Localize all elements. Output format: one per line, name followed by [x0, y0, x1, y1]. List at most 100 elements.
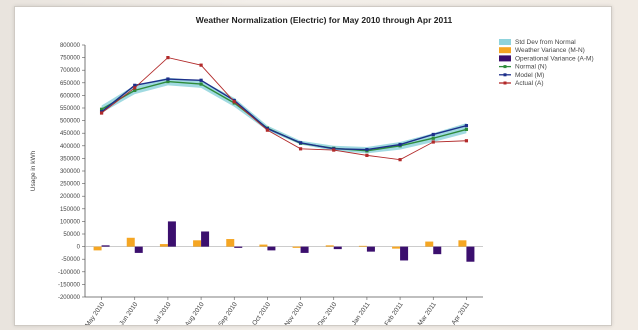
y-tick-label: 400000 — [60, 144, 81, 150]
actual-a-point — [464, 139, 469, 143]
legend-label: Normal (N) — [515, 64, 547, 71]
y-tick-label: 650000 — [60, 81, 81, 87]
y-tick-label: -100000 — [58, 270, 81, 276]
operational-variance-bar — [366, 246, 375, 252]
x-tick-label: May 2010 — [84, 301, 106, 325]
operational-variance-bar — [466, 246, 475, 262]
weather-variance-bar — [292, 246, 301, 248]
actual-a-point — [365, 153, 369, 157]
operational-variance-bar — [134, 246, 143, 253]
y-tick-label: 350000 — [60, 156, 81, 162]
y-tick-label: 800000 — [60, 43, 81, 49]
y-tick-label: 750000 — [60, 56, 81, 62]
actual-a-point — [332, 148, 336, 152]
normal-n-point — [431, 136, 435, 140]
operational-variance-bar — [300, 246, 309, 253]
std-dev-band — [101, 77, 467, 154]
weather-variance-bar — [226, 239, 235, 247]
weather-normalization-chart: Weather Normalization (Electric) for May… — [30, 15, 594, 325]
actual-a-point — [298, 147, 303, 151]
x-tick-label: Jan 2011 — [351, 301, 372, 325]
operational-variance-bar — [201, 231, 210, 247]
x-tick-label: Oct 2010 — [251, 301, 272, 325]
y-tick-label: 250000 — [60, 182, 81, 188]
y-tick-label: 100000 — [60, 219, 81, 225]
y-axis-label: Usage in kWh — [30, 150, 37, 191]
weather-variance-bar — [458, 240, 467, 247]
legend-label: Model (M) — [515, 72, 544, 79]
chart-title: Weather Normalization (Electric) for May… — [196, 15, 453, 25]
model-m-point — [199, 78, 203, 82]
x-tick-label: Feb 2011 — [384, 301, 405, 325]
actual-a-point — [265, 128, 270, 132]
actual-a-point — [99, 111, 104, 115]
normal-n-point — [464, 127, 469, 132]
x-tick-label: Apr 2011 — [450, 301, 471, 325]
actual-a-point — [133, 86, 137, 90]
legend-swatch — [499, 39, 511, 45]
y-tick-label: 0 — [77, 245, 81, 251]
x-tick-label: Dec 2010 — [317, 301, 339, 325]
x-tick-label: Jul 2010 — [153, 301, 173, 325]
operational-variance-bar — [400, 246, 409, 261]
y-tick-label: 700000 — [60, 68, 81, 74]
weather-variance-bar — [159, 244, 168, 247]
weather-variance-bar — [93, 246, 102, 251]
y-tick-label: 450000 — [60, 131, 81, 137]
legend-swatch — [499, 47, 511, 54]
y-tick-label: 500000 — [60, 119, 81, 125]
x-tick-label: Mar 2011 — [417, 301, 438, 325]
x-tick-label: Sep 2010 — [217, 301, 239, 325]
actual-a-line — [101, 57, 467, 161]
actual-a-point — [166, 56, 170, 60]
legend-label: Std Dev from Normal — [515, 39, 576, 46]
y-tick-label: 550000 — [60, 106, 81, 112]
y-tick-label: 600000 — [60, 93, 81, 99]
model-m-point — [166, 77, 170, 81]
model-m-point — [464, 124, 469, 128]
operational-variance-bar — [267, 246, 276, 251]
legend-marker — [503, 73, 507, 77]
chart-panel: Weather Normalization (Electric) for May… — [14, 6, 612, 326]
actual-a-point — [199, 63, 203, 67]
x-tick-label: Nov 2010 — [284, 301, 306, 325]
actual-a-point — [431, 140, 435, 144]
y-tick-label: 50000 — [63, 232, 80, 238]
y-tick-label: -50000 — [61, 257, 80, 263]
legend-label: Weather Variance (M-N) — [515, 47, 585, 54]
operational-variance-bar — [234, 246, 243, 248]
normal-n-point — [133, 88, 137, 92]
model-m-point — [398, 142, 402, 147]
y-tick-label: 150000 — [60, 207, 81, 213]
actual-a-point — [232, 100, 236, 104]
weather-variance-bar — [392, 246, 401, 249]
legend-marker — [503, 81, 507, 85]
normal-n-point — [199, 82, 203, 86]
actual-a-point — [398, 158, 402, 162]
y-tick-label: 200000 — [60, 194, 81, 200]
model-m-point — [365, 147, 369, 152]
model-m-point — [133, 83, 137, 87]
operational-variance-bar — [333, 246, 342, 250]
legend-label: Actual (A) — [515, 80, 544, 87]
y-tick-label: -200000 — [58, 295, 81, 301]
normal-n-point — [166, 79, 170, 84]
legend-marker — [503, 65, 507, 69]
legend-label: Operational Variance (A-M) — [515, 55, 594, 62]
weather-variance-bar — [126, 237, 135, 247]
model-m-point — [298, 141, 303, 145]
y-tick-label: -150000 — [58, 282, 81, 288]
weather-variance-bar — [325, 245, 334, 247]
model-m-point — [431, 132, 435, 137]
weather-variance-bar — [358, 245, 367, 247]
weather-variance-bar — [425, 241, 434, 247]
operational-variance-bar — [433, 246, 442, 255]
x-tick-label: Jun 2010 — [118, 301, 139, 325]
legend-swatch — [499, 55, 511, 62]
weather-variance-bar — [259, 244, 268, 247]
normal-n-point — [99, 107, 104, 111]
model-m-line — [101, 78, 467, 151]
x-tick-label: Aug 2010 — [184, 301, 206, 325]
weather-variance-bar — [193, 240, 202, 247]
